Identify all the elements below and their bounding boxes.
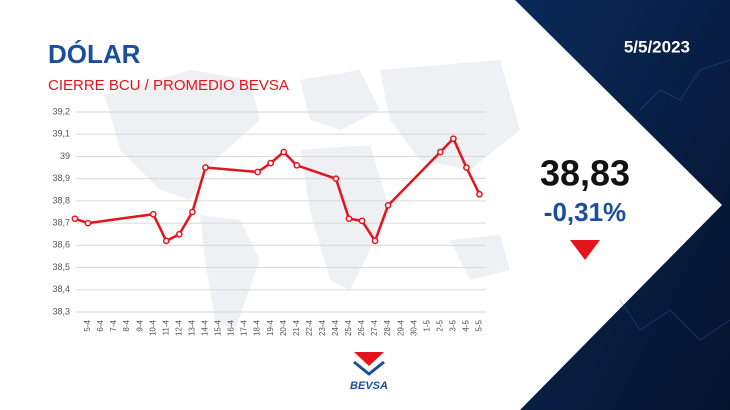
x-tick-label: 9-4 [135,319,144,331]
x-tick-label: 2-5 [435,319,444,331]
x-tick-label: 17-4 [240,319,249,336]
data-point [280,148,288,156]
y-tick-label: 38,5 [52,262,70,272]
x-tick-label: 10-4 [148,319,157,336]
x-tick-label: 27-4 [370,319,379,336]
x-tick-label: 25-4 [344,319,353,336]
data-point [463,164,470,171]
x-tick-label: 5-4 [83,319,92,331]
data-point [476,190,483,198]
data-point [293,161,301,169]
data-point [189,208,196,216]
x-tick-label: 24-4 [331,319,340,336]
x-tick-label: 5-5 [475,319,484,331]
plot: 38,3 38,4 38,5 38,6 38,7 38,8 38,9 39 39,1 39,2 5-… [52,106,486,336]
logo-mark [354,352,384,366]
y-tick-label: 39,2 [52,106,70,116]
y-tick-label: 38,3 [52,306,70,316]
y-tick-label: 38,8 [52,195,70,205]
data-point [149,210,157,218]
dark-panel [515,0,730,410]
logo-text: BEVSA [350,380,388,392]
x-tick-label: 1-5 [422,319,431,331]
data-point [175,230,183,238]
data-point [358,217,366,225]
x-tick-label: 29-4 [396,319,405,336]
y-tick-label: 39 [60,151,70,161]
y-tick-label: 39,1 [52,129,70,139]
data-point [384,201,392,209]
title: DÓLAR [48,39,141,69]
data-point [345,215,353,223]
x-tick-label: 7-4 [109,319,118,331]
x-tick-label: 19-4 [266,319,275,336]
x-tick-label: 22-4 [305,319,314,336]
data-point [254,168,261,176]
x-tick-label: 4-5 [462,319,471,331]
x-tick-label: 8-4 [122,319,131,331]
down-arrow [570,240,600,260]
world-map [105,60,520,330]
x-tick-label: 14-4 [201,319,210,336]
data-point [202,164,209,171]
x-tick-label: 30-4 [409,319,418,336]
logo: BEVSA [350,352,388,392]
subtitle: CIERRE BCU / PROMEDIO BEVSA [48,77,289,94]
y-tick-label: 38,4 [52,284,70,294]
data-point [450,135,457,143]
x-tick-label: 21-4 [292,319,301,336]
data-point [71,215,79,223]
x-tick-label: 18-4 [253,319,262,336]
y-tick-label: 38,9 [52,173,70,183]
change: -0,31% [544,197,626,227]
y-tick-label: 38,7 [52,217,70,227]
x-tick-label: 20-4 [279,319,288,336]
y-tick-label: 38,6 [52,240,70,250]
date: 5/5/2023 [624,37,690,56]
x-tick-label: 28-4 [383,319,392,336]
x-tick-label: 6-4 [96,319,105,331]
x-tick-label: 12-4 [174,319,183,336]
x-tick-label: 11-4 [161,319,170,335]
x-tick-label: 3-5 [448,319,457,331]
x-tick-label: 16-4 [227,319,236,336]
data-point [436,148,444,156]
data-point [162,237,170,245]
panel-texture [619,59,730,341]
data-point [267,159,275,167]
logo-mark [353,360,385,376]
current-value: 38,83 [540,153,630,194]
data-point [371,237,379,245]
x-tick-label: 23-4 [318,319,327,336]
x-tick-label: 15-4 [214,319,223,336]
x-tick-label: 26-4 [357,319,366,336]
data-point [84,219,92,227]
data-point [332,175,340,183]
x-tick-label: 13-4 [187,319,196,336]
